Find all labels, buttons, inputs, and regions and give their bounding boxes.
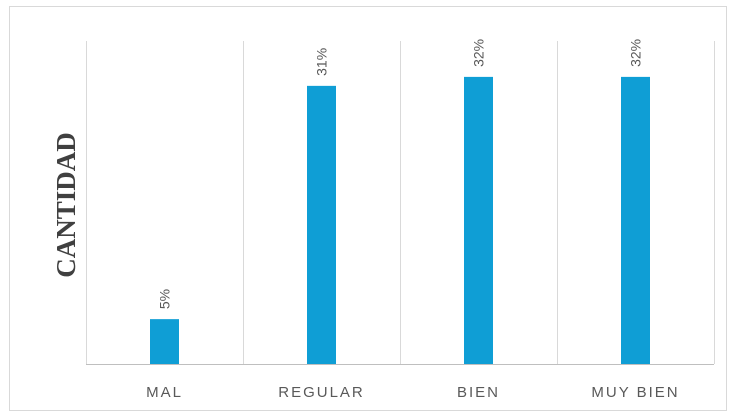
data-labels-layer: 5% 31% 32% 32% xyxy=(157,39,644,309)
chart-frame xyxy=(9,6,727,411)
grid-layer xyxy=(86,41,715,364)
data-label: 32% xyxy=(628,39,644,67)
bar-bien xyxy=(464,76,493,364)
data-label: 5% xyxy=(157,289,173,309)
data-label: 32% xyxy=(471,39,487,67)
data-label: 31% xyxy=(314,48,330,76)
x-tick-label: MUY BIEN xyxy=(591,384,679,401)
bar-mal xyxy=(150,319,179,364)
bar-regular xyxy=(307,85,336,364)
x-tick-label: REGULAR xyxy=(278,384,365,401)
y-axis-label: CANTIDAD xyxy=(51,132,81,278)
x-tick-label: MAL xyxy=(146,384,183,401)
bars-layer xyxy=(150,76,650,364)
x-tick-labels-layer: MAL REGULAR BIEN MUY BIEN xyxy=(146,384,679,401)
x-tick-label: BIEN xyxy=(457,384,500,401)
bar-muy-bien xyxy=(621,76,650,364)
